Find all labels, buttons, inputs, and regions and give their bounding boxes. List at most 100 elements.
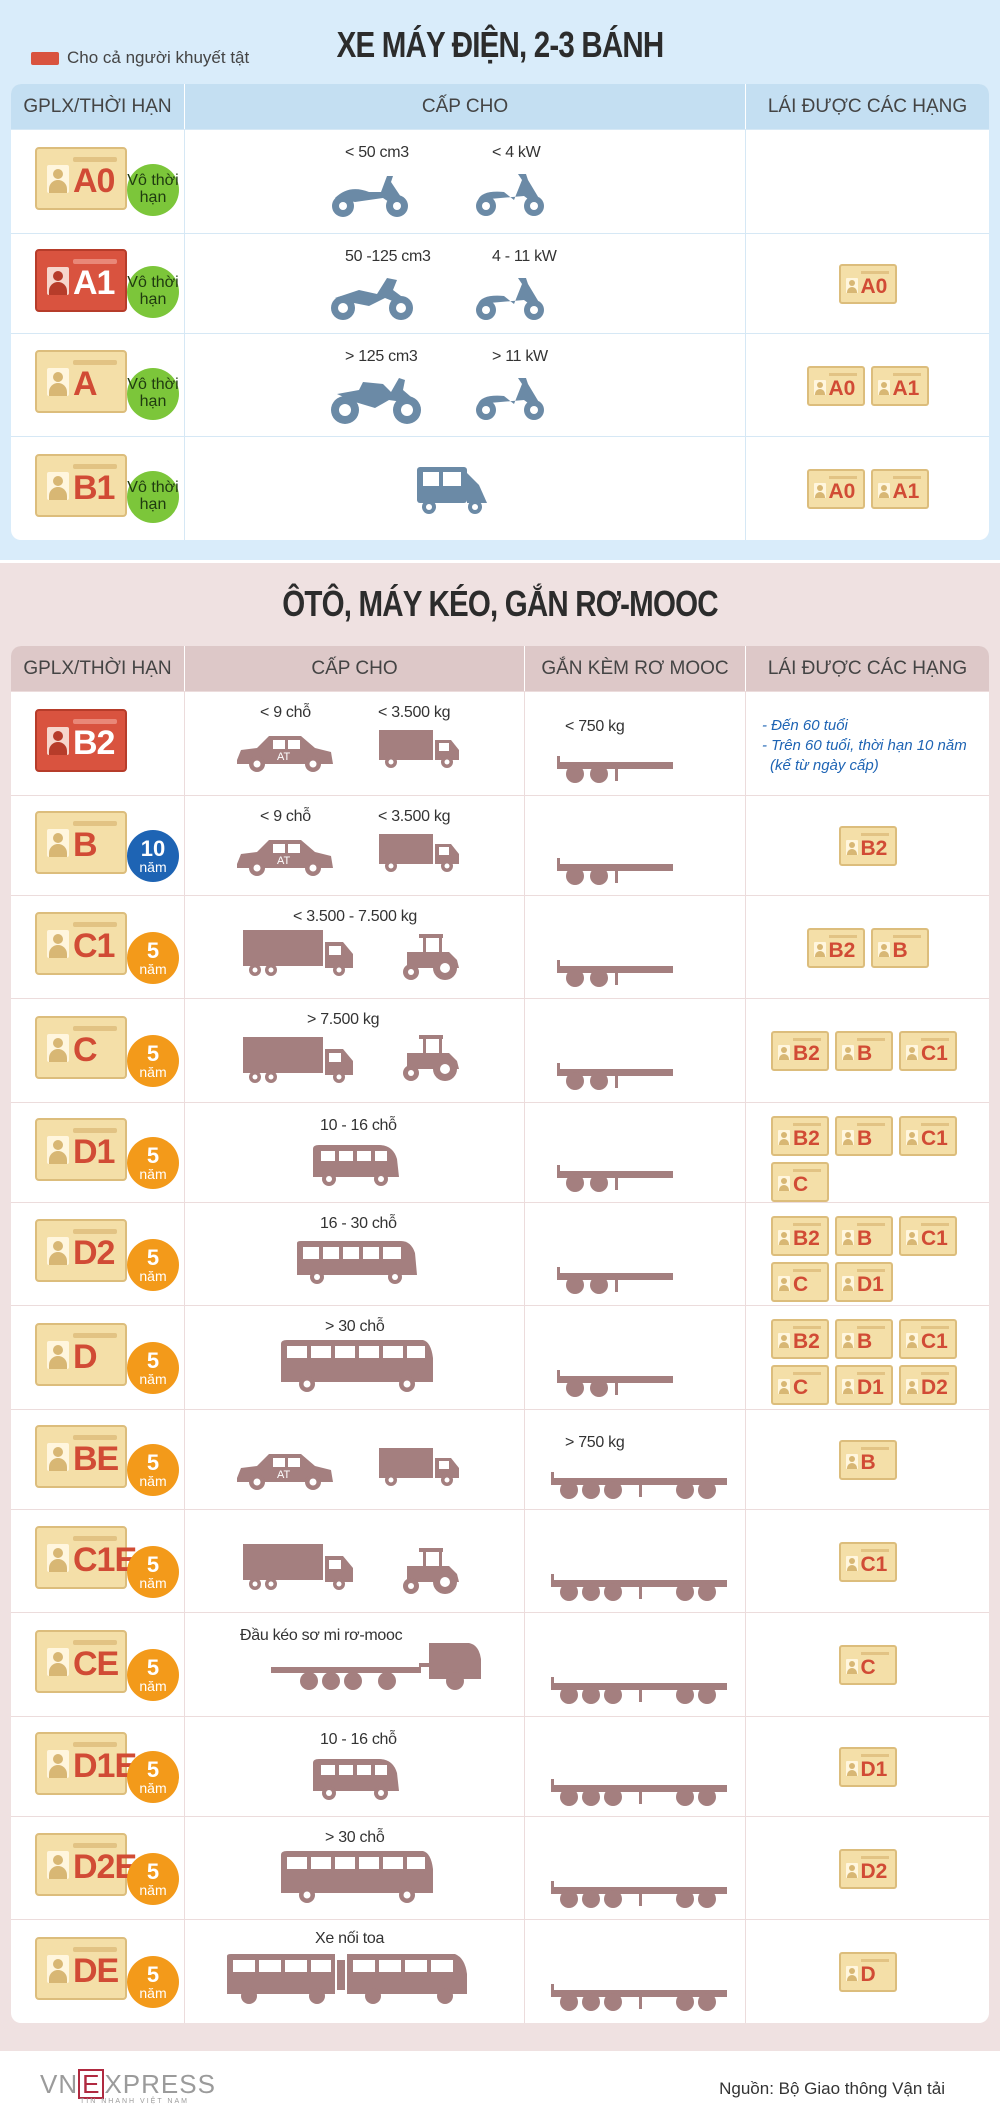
card-stripe [828,372,857,376]
header-trailer: GẮN KÈM RƠ MOOC [525,646,746,691]
portrait-icon [842,1130,854,1145]
portrait-icon [47,1647,69,1676]
card-stripe [857,1038,885,1041]
portrait-icon [47,1749,69,1778]
truck-icon [377,1444,461,1493]
card-stripe [828,476,857,479]
mini-license-code: A0 [828,480,856,503]
small-trailer-icon [555,956,675,993]
mini-license-code: B2 [793,1227,820,1250]
mini-license-code: D2 [860,1859,888,1883]
license-code: B1 [73,468,115,507]
license-card: B1 [35,453,127,517]
includes-list: B2 B C1 C D1 [746,1213,989,1305]
portrait-icon [47,1954,69,1983]
card-stripe [860,1447,889,1450]
includes-list: B2 B C1 C [746,1113,989,1205]
logo-part-vn: VN [40,2069,79,2099]
license-code: D1E [73,1746,137,1785]
card-stripe [828,934,857,938]
large-trailer-icon [549,1877,729,1914]
portrait-icon [906,1379,918,1394]
mini-license-card: C1 [899,1031,957,1071]
logo-tagline: TIN NHANH VIỆT NAM [80,2098,189,2105]
license-card: C [35,1015,127,1079]
issued-cell: Xe nối toa [185,1920,525,2023]
mini-license-code: A0 [860,275,888,298]
trailer-cell [525,999,746,1102]
big-motorbike-icon [329,372,425,431]
includes-cell: - Đến 60 tuổi - Trên 60 tuổi, thời hạn 10… [746,692,989,795]
card-stripe [857,1372,885,1375]
mini-license-card: C1 [899,1319,957,1359]
articulated-bus-icon [225,1952,469,2011]
includes-list: C [746,1642,989,1688]
includes-cell: D1 [746,1717,989,1816]
portrait-icon [877,941,890,957]
license-cell: D 5 năm [11,1306,185,1409]
includes-cell: B2 B C1 C D1 [746,1203,989,1305]
portrait-icon [47,471,69,500]
trailer-weight-label: < 750 kg [565,718,625,735]
large-trailer-icon [549,1673,729,1710]
table-row: DE 5 năm Xe nối toa D [11,1919,989,2023]
portrait-icon [906,1230,918,1245]
trailer-cell [525,1306,746,1409]
trailer-cell [525,1203,746,1305]
term-unit: năm [139,1371,167,1388]
includes-cell: B2 [746,796,989,895]
section1-title: XE MÁY ĐIỆN, 2-3 BÁNH [336,24,665,65]
portrait-icon [845,1862,858,1878]
issued-cell: AT [185,1410,525,1509]
small-trailer-icon [555,1263,675,1300]
vnexpress-logo[interactable]: VN E XPRESS [40,2069,216,2100]
card-stripe [73,1332,117,1338]
term-number: 5 [146,1962,160,1988]
license-code: C [73,1030,98,1069]
license-card: A0 [35,146,127,210]
car-icon: AT [235,732,335,779]
mini-license-card: C1 [899,1116,957,1156]
portrait-icon [47,1033,69,1062]
license-code: D1 [73,1132,115,1171]
large-trailer-icon [549,1775,729,1812]
card-stripe [73,922,117,927]
issued-cell: > 125 cm3 > 11 kW [185,334,746,436]
term-unit: năm [139,960,167,977]
issued-cell [185,437,746,540]
mini-license-card: A1 [870,365,929,406]
card-stripe [857,1123,885,1126]
table-row: C1 5 năm < 3.500 - 7.500 kg B2 B [11,895,989,998]
term-badge: 5 năm [127,1956,179,2008]
trailer-cell [525,1613,746,1716]
license-cell: C 5 năm [11,999,185,1102]
term-badge: Vô thời hạn [127,471,179,523]
term-number: 5 [146,1450,160,1476]
mini-license-code: D1 [860,1758,888,1781]
includes-cell: B2 B C1 C D1 D2 [746,1306,989,1409]
electric-scooter-icon [474,170,548,225]
card-stripe [73,1946,117,1952]
card-stripe [793,1372,821,1375]
logo-part-xpress: XPRESS [104,2069,216,2099]
mini-license-code: A1 [892,480,920,503]
license-cell: CE 5 năm [11,1613,185,1716]
portrait-icon [47,164,69,193]
license-cell: BE 5 năm [11,1410,185,1509]
includes-list: D1 [746,1744,989,1790]
includes-list: D2 [746,1846,989,1892]
capacity-label: 4 - 11 kW [492,248,557,265]
term-unit: năm [139,1678,167,1695]
term-badge: 10 năm [127,830,179,882]
mini-license-card: B2 [838,826,897,866]
includes-list: D [746,1949,989,1995]
term-unit: năm [139,1267,167,1284]
mini-license-card: D1 [835,1365,893,1405]
license-card: C1 [35,912,127,975]
license-cell: DE 5 năm [11,1920,185,2023]
license-cell: A0 Vô thời hạn [11,130,185,233]
mini-license-code: B [860,1451,876,1474]
includes-list: B2 B C1 C D1 D2 [746,1316,989,1408]
card-stripe [73,1536,117,1541]
term-badge: 5 năm [127,1649,179,1701]
